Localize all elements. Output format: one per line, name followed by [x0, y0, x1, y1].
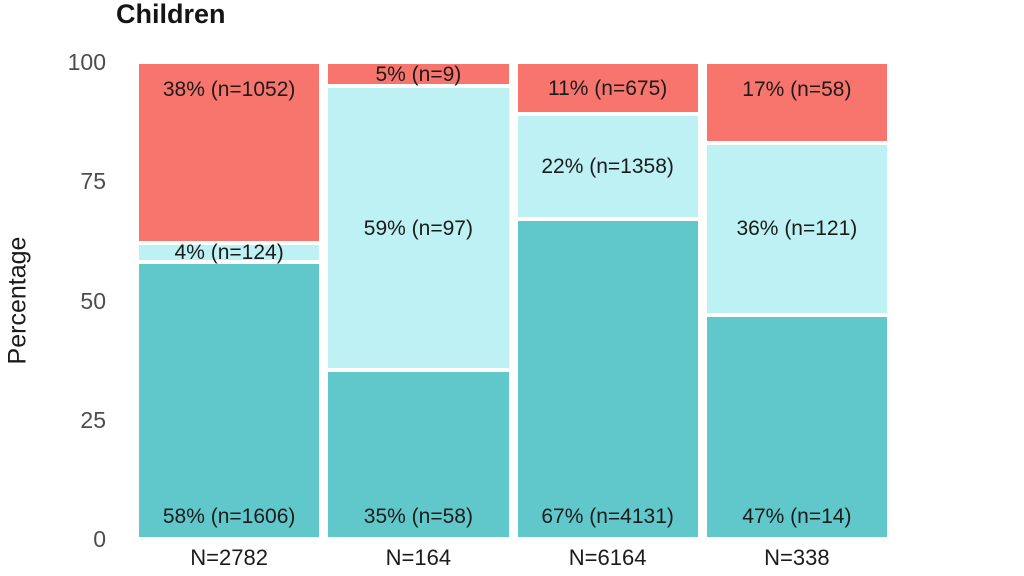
bar-segment-middle: 22% (n=1358): [515, 114, 700, 220]
segment-label: 17% (n=58): [742, 78, 852, 101]
bar-segment-bottom: 58% (n=1606): [137, 262, 322, 539]
y-tick-label: 75: [80, 168, 106, 195]
bar-column: 11% (n=675) 22% (n=1358) 67% (n=4131): [515, 62, 700, 539]
segment-label: 4% (n=124): [174, 241, 284, 265]
segment-label: 38% (n=1052): [162, 78, 296, 101]
bar-column: 5% (n=9) 59% (n=97) 35% (n=58): [326, 62, 511, 539]
plot-area: 38% (n=1052) 4% (n=124) 58% (n=1606) 5% (n=…: [137, 62, 889, 539]
y-tick-label: 0: [93, 526, 106, 552]
x-axis-label: N=2782: [190, 545, 268, 570]
segment-label: 67% (n=4131): [541, 504, 674, 528]
bar-segment-bottom: 35% (n=58): [326, 370, 511, 539]
bar-segment-top: 38% (n=1052): [137, 62, 322, 244]
segment-label: 11% (n=675): [547, 76, 668, 100]
bar-segment-top: 11% (n=675): [515, 62, 700, 115]
x-axis-label: N=164: [385, 545, 452, 570]
bar-segment-middle: 4% (n=124): [137, 241, 322, 265]
segment-label: 36% (n=121): [736, 217, 858, 241]
x-axis-labels: N=2782 N=164 N=6164 N=338: [137, 545, 889, 571]
segment-label: 58% (n=1606): [162, 504, 296, 528]
x-axis-label: N=6164: [568, 545, 647, 570]
bar-column: 38% (n=1052) 4% (n=124) 58% (n=1606): [137, 62, 322, 539]
segment-label: 47% (n=14): [742, 504, 852, 528]
y-tick-label: 50: [80, 287, 106, 314]
bar-segment-bottom: 47% (n=14): [704, 314, 889, 539]
segment-label: 59% (n=97): [363, 216, 473, 240]
bar-segment-top: 5% (n=9): [326, 62, 511, 87]
bar-segment-middle: 59% (n=97): [326, 86, 511, 371]
segment-label: 5% (n=9): [375, 62, 462, 86]
bar-segment-top: 17% (n=58): [704, 62, 889, 144]
x-axis-label: N=338: [764, 545, 830, 570]
bar-segment-middle: 36% (n=121): [704, 143, 889, 315]
segment-label: 35% (n=58): [363, 504, 473, 528]
chart-title: Children: [116, 0, 226, 29]
segment-label: 22% (n=1358): [541, 155, 674, 179]
bar-segment-bottom: 67% (n=4131): [515, 219, 700, 539]
y-tick-label: 25: [80, 406, 106, 433]
bar-column: 17% (n=58) 36% (n=121) 47% (n=14): [704, 62, 889, 539]
y-tick-label: 100: [67, 49, 106, 75]
